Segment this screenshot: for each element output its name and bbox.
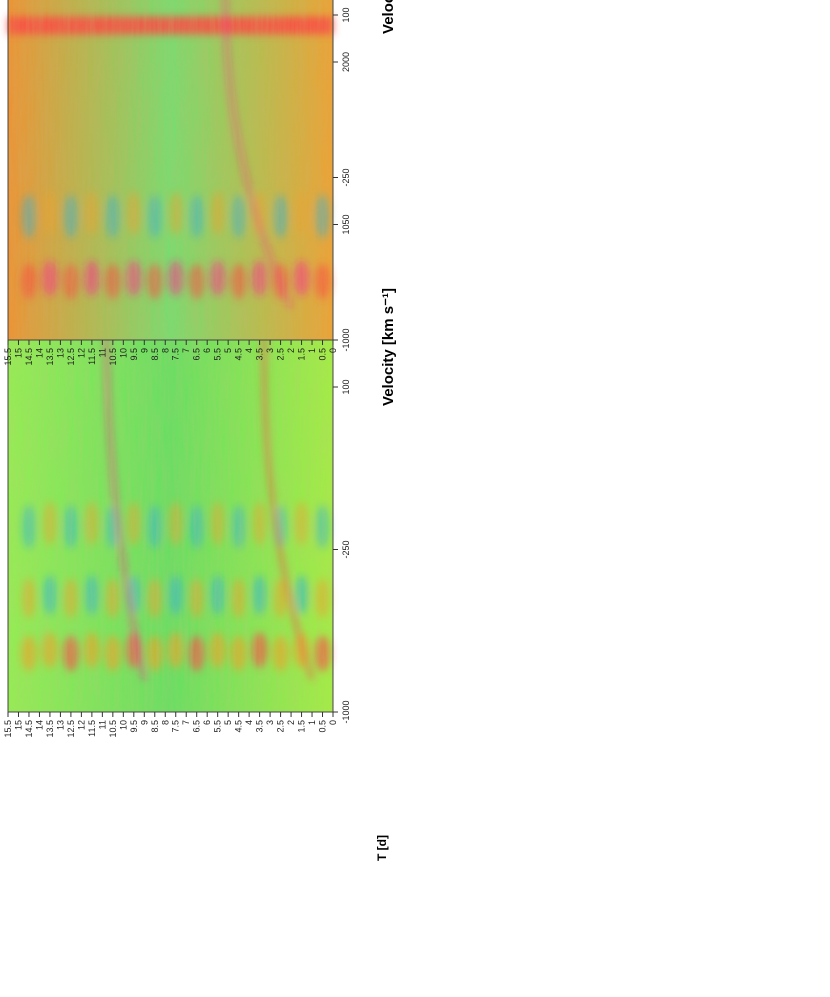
x-tick-label: -250: [341, 540, 351, 558]
y-tick-label: 12: [76, 720, 86, 730]
y-tick-label: 6.5: [192, 720, 202, 733]
y-tick-label: 7: [181, 348, 191, 353]
x-tick-label: 2000: [341, 52, 351, 72]
y-tick-label: 9: [139, 348, 149, 353]
y-tick-label: 15.5: [3, 720, 13, 738]
y-tick-label: 3.5: [255, 720, 265, 733]
y-tick-label: 10.5: [108, 720, 118, 738]
y-tick-label: 7.5: [171, 348, 181, 361]
y-tick-label: 10: [118, 720, 128, 730]
y-tick-label: 3.5: [255, 348, 265, 361]
y-tick-label: 6.5: [192, 348, 202, 361]
y-tick-label: 15: [13, 720, 23, 730]
y-tick-label: 8.5: [150, 720, 160, 733]
y-tick-label: 11: [97, 348, 107, 357]
x-tick-label: 1050: [341, 214, 351, 234]
y-tick-label: 10: [118, 348, 128, 358]
y-tick-label: 6: [202, 348, 212, 353]
x-tick-label: -1000: [341, 700, 351, 723]
y-tick-label: 8: [160, 720, 170, 725]
y-tick-label: 5.5: [213, 720, 223, 733]
y-tick-label: 10.5: [108, 348, 118, 366]
y-tick-label: 1.5: [297, 720, 307, 733]
y-tick-label: 8.5: [150, 348, 160, 361]
y-tick-label: 0: [328, 720, 338, 725]
y-tick-label: 14.5: [24, 720, 34, 738]
y-tick-label: 7.5: [171, 720, 181, 733]
y-tick-label: 11.5: [87, 720, 97, 737]
y-tick-label: 4.5: [234, 348, 244, 361]
y-tick-label: 6: [202, 720, 212, 725]
y-tick-label: 11.5: [87, 348, 97, 365]
y-tick-label: 15.5: [3, 348, 13, 366]
y-tick-label: 0.5: [318, 720, 328, 733]
x-axis-label-bottom: Velocity [km s⁻¹]: [380, 0, 397, 34]
y-tick-label: 13.5: [45, 720, 55, 738]
y-tick-label: 14: [34, 720, 44, 730]
y-tick-label: 9.5: [129, 720, 139, 733]
y-tick-label: 14: [34, 348, 44, 358]
y-tick-label: 5: [223, 720, 233, 725]
x-tick-label: 100: [341, 7, 351, 22]
y-tick-label: 2: [286, 348, 296, 353]
y-tick-label: 15: [13, 348, 23, 358]
x-tick-label: -250: [341, 168, 351, 186]
y-axis-label: T [d]: [375, 835, 389, 861]
y-tick-label: 4: [244, 348, 254, 353]
y-tick-label: 1: [307, 348, 317, 353]
y-tick-label: 4: [244, 720, 254, 725]
y-tick-label: 5: [223, 348, 233, 353]
y-tick-label: 3: [265, 348, 275, 353]
y-tick-label: 2: [286, 720, 296, 725]
y-tick-label: 2.5: [276, 720, 286, 733]
y-tick-label: 12.5: [66, 720, 76, 738]
y-tick-label: 8: [160, 348, 170, 353]
y-tick-label: 4.5: [234, 720, 244, 733]
y-tick-label: 2.5: [276, 348, 286, 361]
y-tick-label: 5.5: [213, 348, 223, 361]
x-tick-label: -1000: [341, 328, 351, 351]
y-tick-label: 11: [97, 720, 107, 729]
y-tick-label: 3: [265, 720, 275, 725]
y-tick-label: 14.5: [24, 348, 34, 366]
y-tick-label: 1.5: [297, 348, 307, 361]
y-tick-label: 7: [181, 720, 191, 725]
y-tick-label: 12: [76, 348, 86, 358]
x-tick-label: 100: [341, 379, 351, 394]
y-tick-label: 13: [55, 720, 65, 730]
y-tick-label: 0.5: [318, 348, 328, 361]
y-tick-label: 9.5: [129, 348, 139, 361]
y-tick-label: 9: [139, 720, 149, 725]
y-tick-label: 1: [307, 720, 317, 725]
y-tick-label: 13: [55, 348, 65, 358]
y-tick-label: 12.5: [66, 348, 76, 366]
y-tick-label: 0: [328, 348, 338, 353]
x-axis-label-top: Velocity [km s⁻¹]: [380, 288, 397, 406]
y-tick-label: 13.5: [45, 348, 55, 366]
